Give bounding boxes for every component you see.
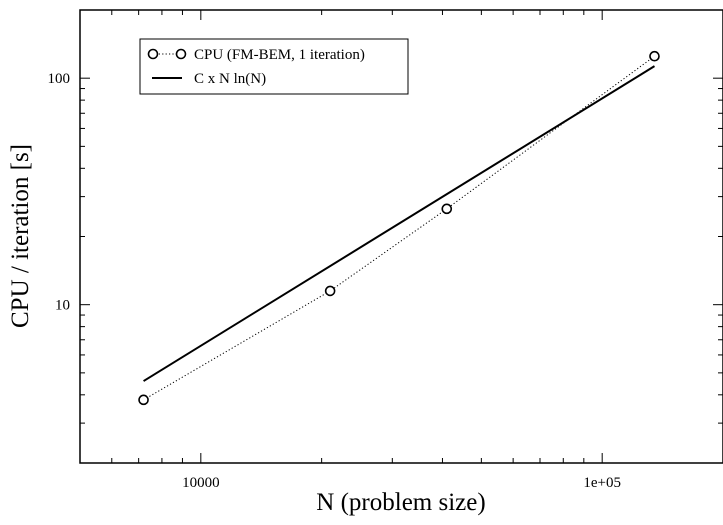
- data-point-marker: [441, 203, 453, 215]
- y-tick-label: 100: [48, 71, 71, 87]
- series-layer: [138, 50, 660, 406]
- y-axis-ticks: 10 100: [48, 9, 723, 464]
- x-tick-label: 10000: [182, 475, 220, 491]
- data-point-marker: [138, 394, 149, 406]
- legend-label-cpu: CPU (FM-BEM, 1 iteration): [194, 47, 365, 63]
- y-axis-label: CPU / iteration [s]: [7, 144, 34, 328]
- y-tick-label: 10: [55, 298, 70, 314]
- legend-box: [139, 38, 409, 95]
- x-tick-label: 1e+05: [583, 475, 621, 491]
- legend-marker-cpu-right: [175, 48, 187, 60]
- legend: CPU (FM-BEM, 1 iteration) C x N ln(N): [139, 38, 409, 95]
- legend-marker-cpu-left: [147, 48, 159, 60]
- legend-label-fit: C x N ln(N): [194, 71, 266, 87]
- series-line-0: [143, 55, 655, 401]
- series-line-1: [143, 65, 656, 382]
- x-axis-ticks: 10000 1e+05: [79, 10, 723, 491]
- data-point-marker: [649, 50, 660, 62]
- x-axis-label: N (problem size): [316, 489, 485, 516]
- data-point-marker: [324, 285, 336, 297]
